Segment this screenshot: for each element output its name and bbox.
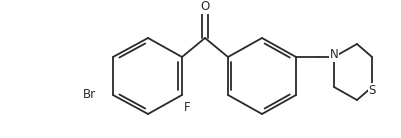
Text: O: O [200,0,209,13]
Text: N: N [329,48,338,61]
Text: S: S [367,84,375,97]
Text: F: F [183,101,190,114]
Text: Br: Br [83,88,96,102]
